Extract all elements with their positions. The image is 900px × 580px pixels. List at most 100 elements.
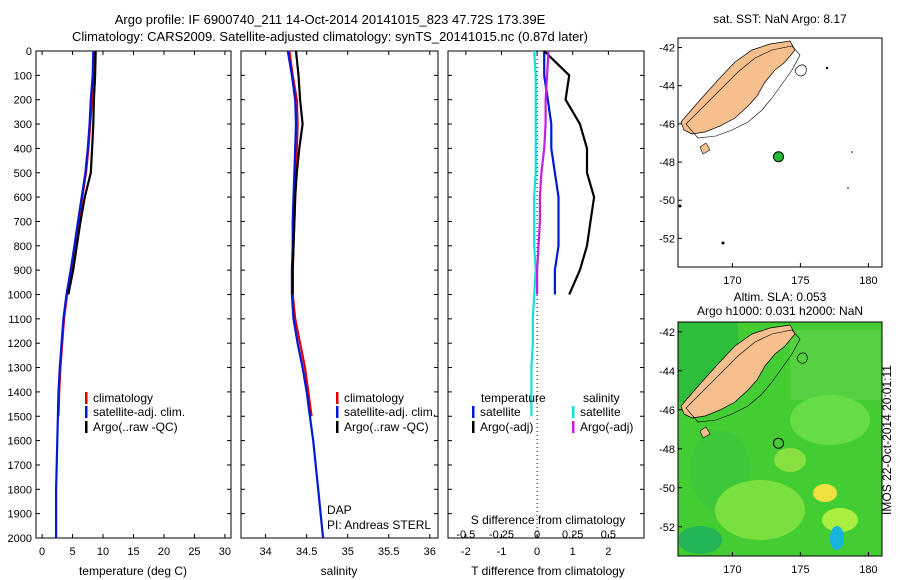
salinity-panel: 34 34.5 35 35.5 36 salinity climatology sate… (240, 50, 439, 578)
depth-tick-label: 400 (14, 143, 32, 155)
difference-legend: temperature salinity satellite Argo(-adj… (472, 391, 633, 434)
sla-map-title-1: Altim. SLA: 0.053 (734, 290, 827, 304)
islet (851, 151, 853, 153)
argo-marker (773, 437, 785, 449)
depth-tick-label: 500 (14, 168, 32, 180)
stewart-island (699, 142, 711, 155)
legend-swatch-satellite (85, 406, 88, 418)
x-tick-label: 2 (605, 546, 611, 558)
legend-label-argo: Argo(..raw -QC) (344, 420, 429, 434)
chatham-contour (794, 64, 807, 77)
legend-swatch-argo (85, 421, 88, 433)
depth-tick-label: 1300 (8, 363, 32, 375)
sla-patch (790, 330, 882, 400)
s-difference-axis: -0.5 -0.25 0 0.25 0.5 (456, 529, 616, 541)
t-difference-axis: -2 -1 0 1 2 (461, 51, 611, 558)
islet (678, 204, 682, 208)
depth-tick-label: 2000 (8, 533, 32, 545)
lat-tick-label: -50 (659, 195, 675, 207)
depth-tick-label: 1400 (8, 387, 32, 399)
lon-tick-label: 175 (791, 275, 809, 287)
x-tick-label: 35.5 (378, 546, 399, 558)
series-line-argo-raw-qc- (67, 50, 97, 295)
stewart-island (699, 426, 711, 439)
argo-marker (773, 151, 785, 163)
legend-swatch-climatology (336, 392, 339, 404)
sst-map-title: sat. SST: NaN Argo: 8.17 (713, 12, 847, 26)
x-tick-label: 30 (219, 546, 231, 558)
depth-tick-label: 700 (14, 216, 32, 228)
depth-tick-label: 300 (14, 119, 32, 131)
s-tick-label: 0 (534, 529, 540, 541)
shelf-contour (685, 329, 801, 423)
legend-swatch-argo (336, 421, 339, 433)
depth-tick-label: 100 (14, 70, 32, 82)
x-tick-label: 0 (39, 546, 45, 558)
sst-map-ticks: 170 175 180 -42 -44 -46 -48 -50 -52 (659, 43, 877, 287)
legend-label-argo: Argo(..raw -QC) (93, 420, 178, 434)
temperature-xlabel: temperature (deg C) (79, 564, 187, 578)
sst-map-frame (677, 37, 883, 268)
legend-header-temperature: temperature (481, 391, 546, 405)
islet (847, 187, 849, 189)
lat-tick-label: -44 (659, 81, 675, 93)
islet (825, 66, 829, 70)
legend-label-t-satellite: satellite (480, 405, 521, 419)
legend-header-salinity: salinity (583, 391, 620, 405)
s-tick-label: -0.5 (456, 529, 475, 541)
x-tick-label: -2 (461, 546, 471, 558)
temperature-lines (54, 50, 97, 538)
legend-label-satellite: satellite-adj. clim. (344, 405, 436, 419)
sla-map: Altim. SLA: 0.053 Argo h1000: 0.031 h200… (659, 290, 894, 576)
salinity-ticks (241, 50, 438, 539)
legend-swatch-t-argo (472, 421, 475, 433)
depth-axis: 0 100 200 300 400 500 600 700 800 900 1000 1100 1200… (8, 46, 231, 545)
x-tick-label: 34.5 (296, 546, 317, 558)
x-tick-label: 20 (158, 546, 170, 558)
depth-tick-label: 600 (14, 192, 32, 204)
series-line-temperature-argo-adj- (543, 50, 596, 295)
sla-patch (715, 480, 805, 540)
temperature-axis: 0 5 10 15 20 25 30 (39, 51, 231, 558)
depth-tick-label: 800 (14, 241, 32, 253)
depth-tick-label: 1900 (8, 509, 32, 521)
lat-tick-label: -44 (659, 366, 675, 378)
lat-tick-label: -52 (659, 522, 675, 534)
series-line-satellite-adj-clim- (54, 50, 95, 538)
temperature-panel: 0100200300400500600700800900100011001200… (8, 46, 232, 578)
depth-tick-label: 900 (14, 265, 32, 277)
sla-high (813, 484, 837, 502)
lat-tick-label: -46 (659, 405, 675, 417)
legend-label-t-argo: Argo(-adj) (480, 420, 533, 434)
temperature-legend: climatology satellite-adj. clim. Argo(..… (85, 391, 185, 434)
series-line-argo-raw-qc- (291, 50, 304, 295)
depth-tick-label: 1000 (8, 290, 32, 302)
lon-tick-label: 170 (723, 275, 741, 287)
x-tick-label: -1 (497, 546, 507, 558)
title-line2: Climatology: CARS2009. Satellite-adjuste… (72, 29, 588, 44)
salinity-frame (240, 50, 439, 539)
x-tick-label: 35 (342, 546, 354, 558)
annotation-pi: PI: Andreas STERL (327, 518, 431, 532)
sla-patch (774, 448, 806, 472)
lat-tick-label: -52 (659, 233, 675, 245)
sla-map-title-2: Argo h1000: 0.031 h2000: NaN (697, 304, 863, 318)
depth-tick-label: 1100 (8, 314, 32, 326)
depth-tick-label: 1200 (8, 338, 32, 350)
series-line-salinity-satellite (530, 50, 537, 417)
legend-swatch-s-argo (572, 421, 575, 433)
salinity-axis: 34 34.5 35 35.5 36 (260, 51, 436, 558)
salinity-xlabel: salinity (321, 564, 358, 578)
depth-tick-label: 1800 (8, 484, 32, 496)
lat-tick-label: -46 (659, 119, 675, 131)
legend-swatch-s-satellite (572, 406, 575, 418)
lon-tick-label: 175 (791, 564, 809, 576)
x-tick-label: 1 (570, 546, 576, 558)
t-difference-xlabel: T difference from climatology (471, 564, 625, 578)
depth-tick-label: 1500 (8, 411, 32, 423)
legend-swatch-climatology (85, 392, 88, 404)
sla-patch (822, 508, 858, 532)
depth-tick-label: 1600 (8, 436, 32, 448)
legend-swatch-t-satellite (472, 406, 475, 418)
difference-ticks (448, 50, 644, 539)
